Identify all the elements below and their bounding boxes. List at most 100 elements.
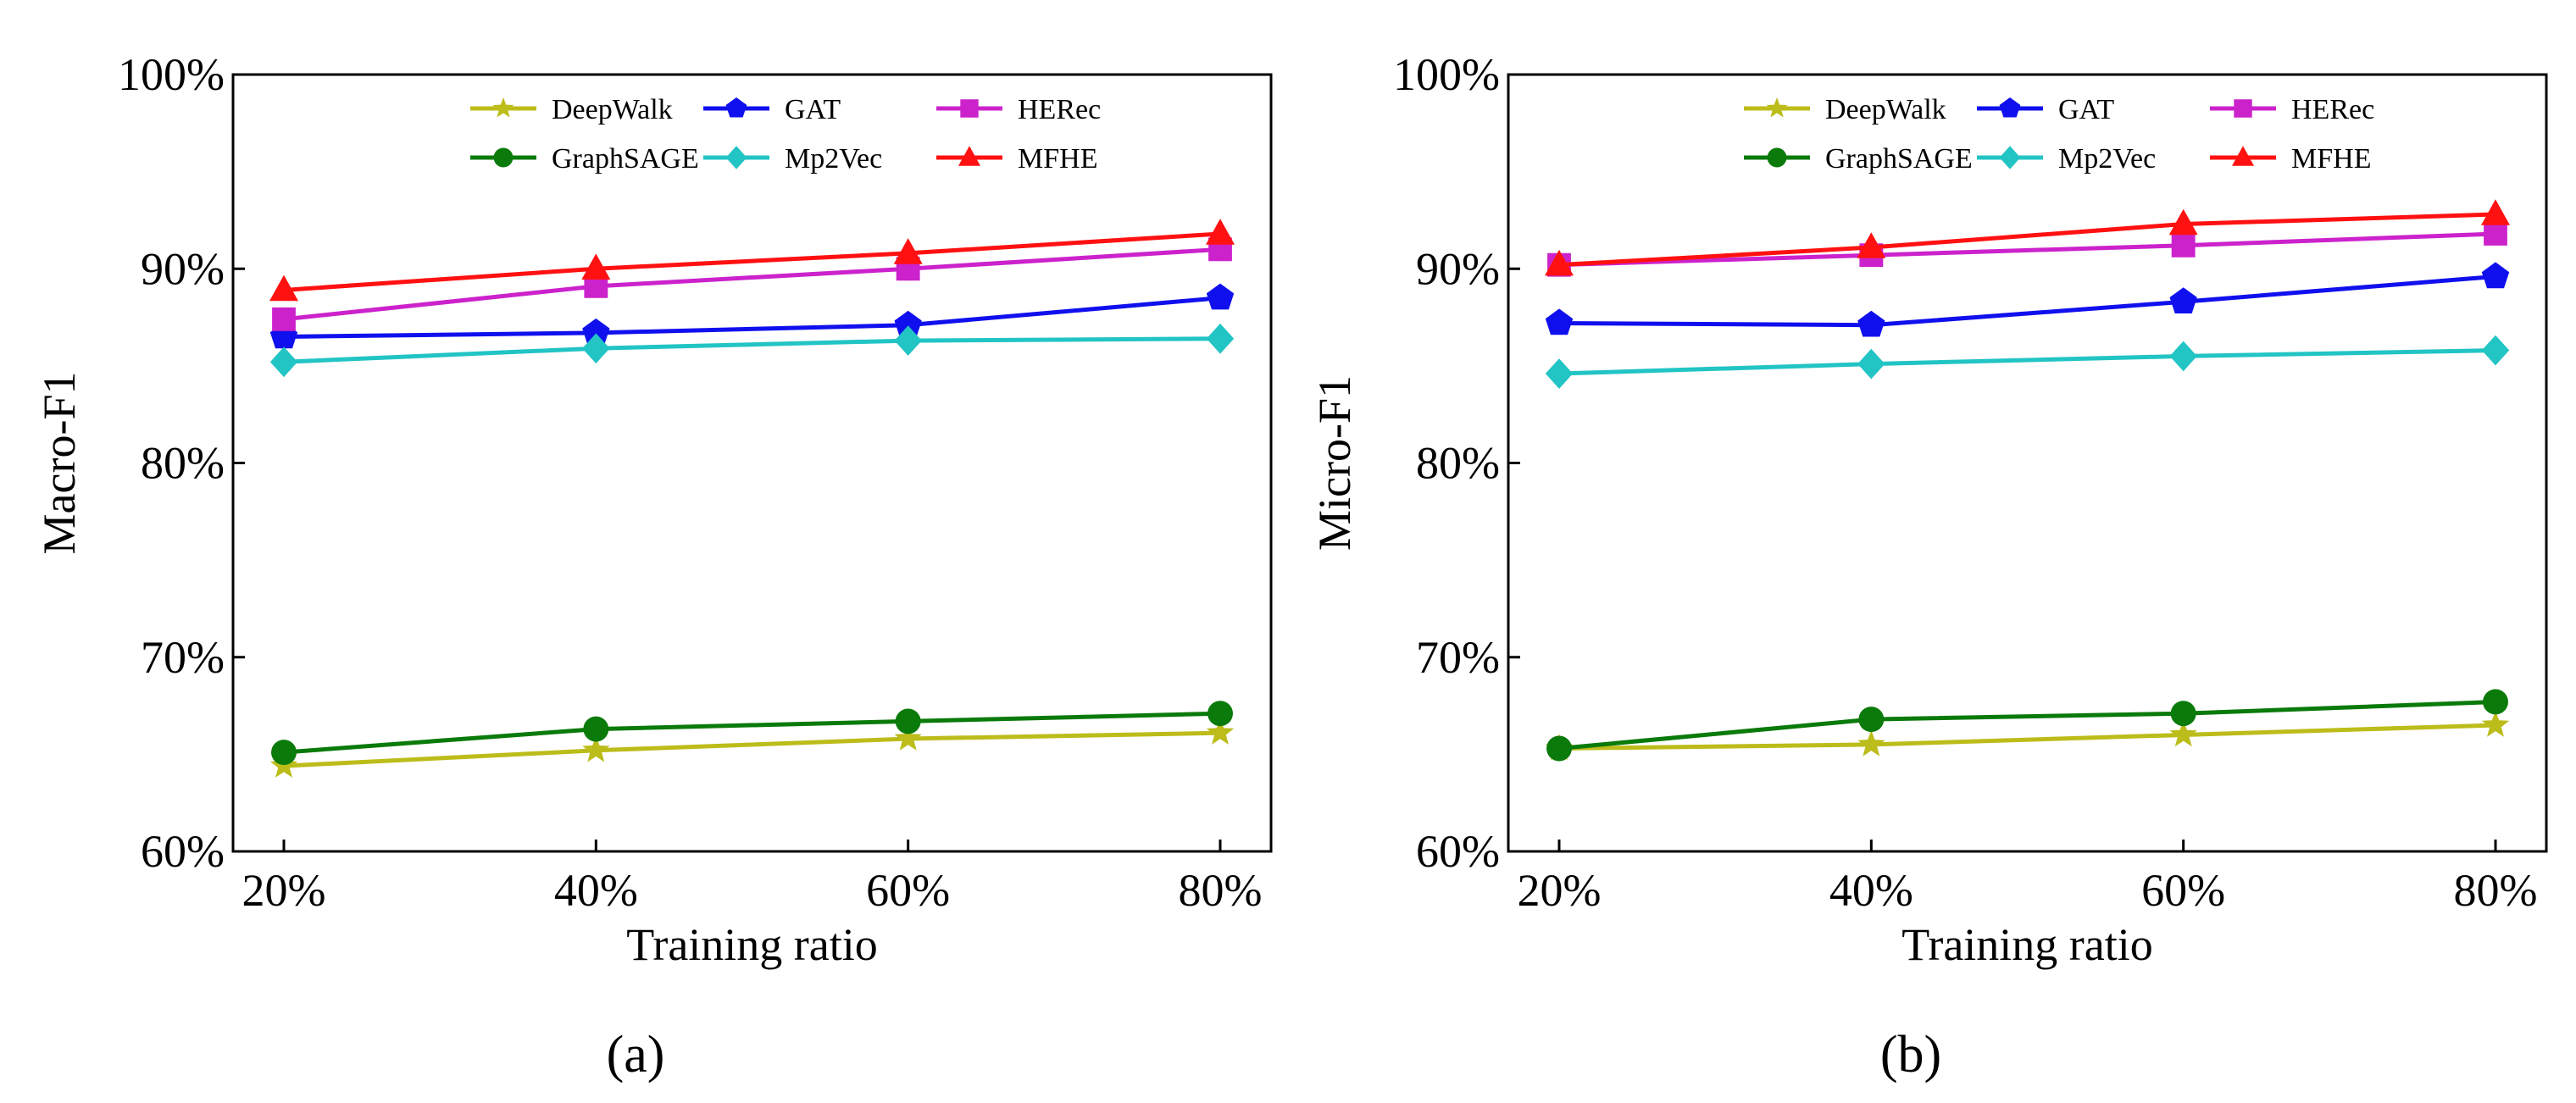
legend-label: GAT bbox=[785, 94, 841, 125]
legend-item: GAT bbox=[703, 94, 841, 125]
y-tick-label: 70% bbox=[1416, 632, 1500, 683]
data-point bbox=[2483, 689, 2508, 715]
data-point bbox=[271, 740, 297, 766]
data-point bbox=[1857, 310, 1885, 337]
legend-label: DeepWalk bbox=[552, 94, 673, 125]
legend-marker bbox=[2234, 99, 2252, 118]
y-tick-label: 100% bbox=[118, 49, 225, 100]
data-point bbox=[1206, 283, 1235, 310]
x-axis-title: Training ratio bbox=[1901, 919, 2153, 970]
legend-item: GAT bbox=[1977, 94, 2114, 125]
series-line bbox=[1558, 699, 2496, 751]
data-point bbox=[895, 708, 921, 734]
y-axis-title: Micro-F1 bbox=[1309, 375, 1360, 551]
data-point bbox=[1857, 348, 1885, 380]
data-point bbox=[2169, 341, 2197, 372]
data-point bbox=[1206, 323, 1235, 354]
legend-item: DeepWalk bbox=[470, 94, 673, 125]
series-line bbox=[283, 231, 1221, 292]
data-point bbox=[272, 307, 296, 331]
series-gat bbox=[269, 283, 1235, 349]
legend-label: HERec bbox=[1018, 94, 1101, 125]
series-line bbox=[283, 247, 1221, 322]
legend-item: MFHE bbox=[936, 143, 1097, 175]
data-point bbox=[269, 346, 298, 378]
data-point bbox=[1545, 308, 1574, 335]
x-tick-label: 40% bbox=[1829, 865, 1913, 916]
data-point bbox=[2169, 720, 2197, 747]
y-tick-label: 90% bbox=[141, 243, 225, 294]
legend-label: DeepWalk bbox=[1825, 94, 1946, 125]
series-herec bbox=[1547, 222, 2507, 277]
y-tick-label: 70% bbox=[141, 632, 225, 683]
data-point bbox=[2168, 208, 2198, 236]
legend-label: Mp2Vec bbox=[785, 143, 882, 175]
data-point bbox=[2170, 701, 2196, 727]
data-point bbox=[1206, 219, 1235, 245]
legend-label: Mp2Vec bbox=[2058, 143, 2156, 175]
x-tick-label: 80% bbox=[2454, 865, 2538, 916]
legend-label: HERec bbox=[2291, 94, 2374, 125]
plot-frame bbox=[1507, 73, 2548, 853]
y-tick-label: 60% bbox=[1416, 826, 1500, 877]
y-axis-title: Macro-F1 bbox=[34, 372, 85, 555]
series-line bbox=[1558, 231, 2496, 268]
legend-marker bbox=[958, 146, 980, 166]
data-point bbox=[1858, 707, 1885, 733]
series-deepwalk bbox=[269, 718, 1235, 778]
legend-marker bbox=[1999, 97, 2021, 118]
series-herec bbox=[272, 237, 1232, 331]
series-line bbox=[283, 730, 1221, 768]
legend-marker bbox=[2232, 146, 2254, 166]
chart-panel-b: 60% 70% 80% 90% 100% 20% 40% 60% 80% Training rat… bbox=[1309, 49, 2548, 1084]
legend-label: MFHE bbox=[2291, 143, 2371, 175]
data-point bbox=[2481, 262, 2510, 289]
data-point bbox=[1857, 729, 1885, 757]
y-tick-label: 80% bbox=[141, 438, 225, 489]
x-tick-label: 20% bbox=[1518, 865, 1602, 916]
x-tick-label: 80% bbox=[1179, 865, 1263, 916]
data-point bbox=[1208, 701, 1233, 727]
data-point bbox=[583, 716, 609, 742]
legend-marker bbox=[1766, 97, 1788, 118]
series-line bbox=[283, 711, 1221, 755]
panel-label: (a) bbox=[607, 1026, 665, 1084]
legend-marker bbox=[725, 97, 747, 118]
data-point bbox=[582, 333, 610, 364]
series-line bbox=[283, 336, 1221, 364]
series-line bbox=[1558, 212, 2496, 268]
x-axis-title: Training ratio bbox=[626, 919, 878, 970]
data-point bbox=[2169, 287, 2197, 313]
x-tick-label: 60% bbox=[2141, 865, 2225, 916]
x-tick-label: 60% bbox=[866, 865, 950, 916]
series-line bbox=[1558, 723, 2496, 751]
x-tick-label: 20% bbox=[242, 865, 326, 916]
data-point bbox=[2481, 199, 2510, 225]
series-mfhe bbox=[1545, 199, 2510, 276]
data-point bbox=[1857, 232, 1886, 258]
series-gat bbox=[1545, 262, 2510, 337]
legend-item: GraphSAGE bbox=[1744, 143, 1973, 175]
data-point bbox=[269, 274, 298, 302]
legend-item: Mp2Vec bbox=[703, 143, 882, 175]
data-point bbox=[1546, 735, 1572, 762]
data-point bbox=[582, 735, 610, 762]
series-graphsage bbox=[1546, 689, 2508, 762]
series-line bbox=[283, 296, 1221, 339]
data-point bbox=[1545, 358, 1574, 389]
series-line bbox=[1558, 274, 2496, 328]
series-mp2vec bbox=[1545, 335, 2510, 389]
legend-marker bbox=[960, 99, 979, 118]
series-mp2vec bbox=[269, 323, 1235, 378]
x-tick-label: 40% bbox=[554, 865, 638, 916]
data-point bbox=[2484, 222, 2507, 246]
data-point bbox=[2481, 335, 2510, 366]
data-point bbox=[584, 274, 608, 298]
data-point bbox=[893, 238, 923, 264]
legend-marker bbox=[493, 147, 514, 168]
legend-item: HERec bbox=[2210, 94, 2374, 125]
legend: DeepWalk GraphSAGE GAT Mp2Vec HERec MFHE bbox=[470, 94, 1101, 175]
data-point bbox=[894, 310, 922, 337]
legend-item: Mp2Vec bbox=[1977, 143, 2156, 175]
